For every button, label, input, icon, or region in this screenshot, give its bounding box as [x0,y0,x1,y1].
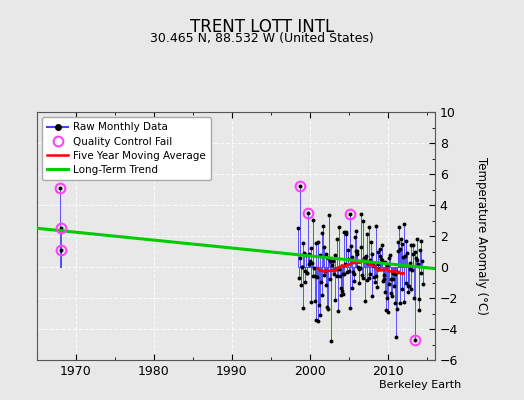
Legend: Raw Monthly Data, Quality Control Fail, Five Year Moving Average, Long-Term Tren: Raw Monthly Data, Quality Control Fail, … [42,117,211,180]
Y-axis label: Temperature Anomaly (°C): Temperature Anomaly (°C) [475,157,488,315]
Text: 30.465 N, 88.532 W (United States): 30.465 N, 88.532 W (United States) [150,32,374,45]
Text: Berkeley Earth: Berkeley Earth [379,380,461,390]
Text: TRENT LOTT INTL: TRENT LOTT INTL [190,18,334,36]
